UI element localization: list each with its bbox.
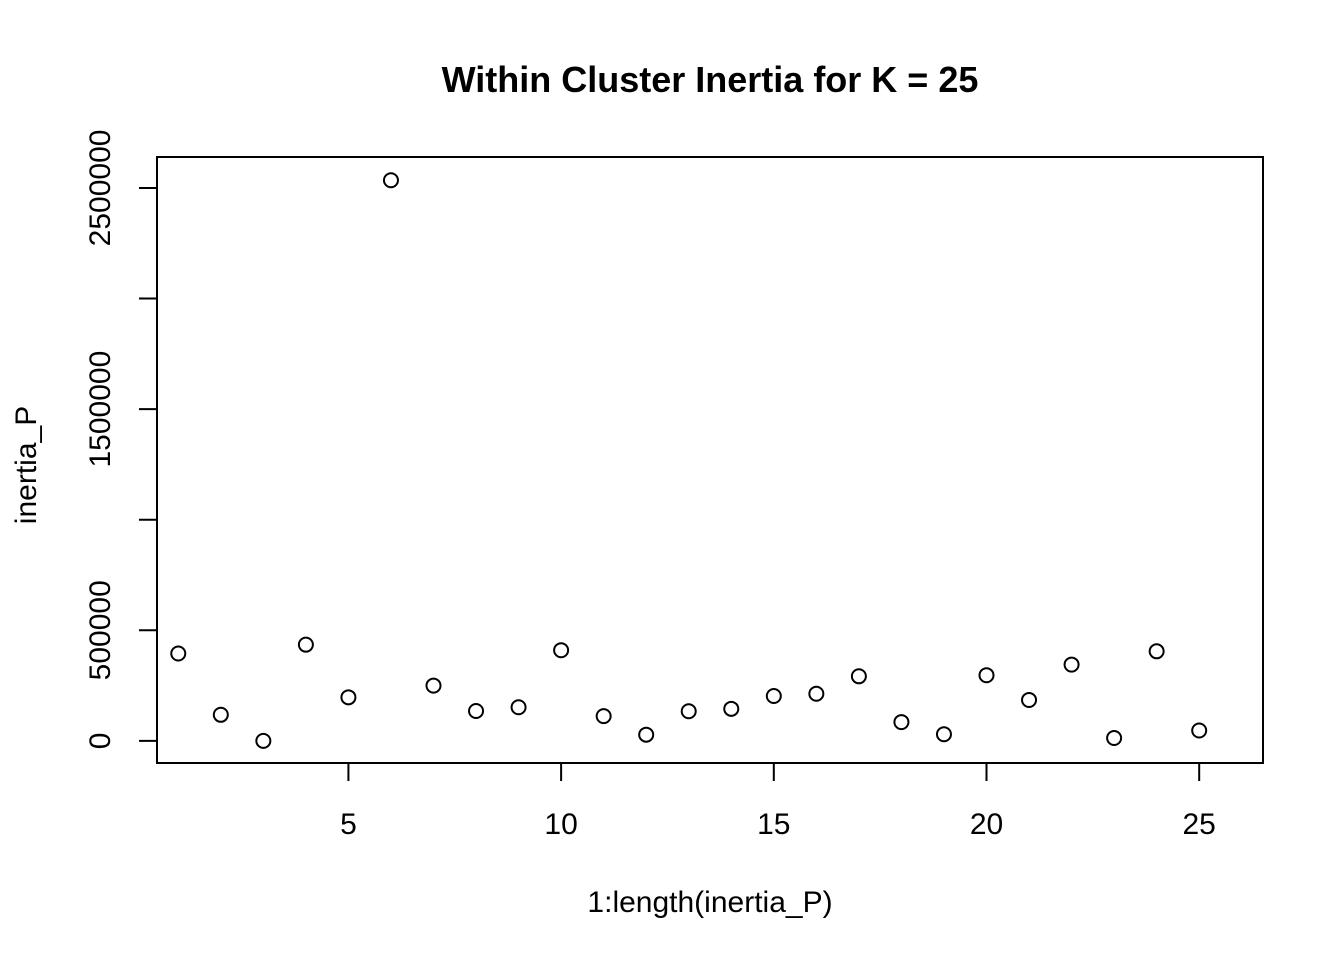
x-tick-label: 25 bbox=[1183, 808, 1216, 841]
x-tick-label: 15 bbox=[757, 808, 790, 841]
x-axis: 5 10 15 20 25 bbox=[340, 762, 1216, 841]
data-point bbox=[765, 687, 782, 704]
data-point bbox=[893, 714, 910, 731]
x-axis-label: 1:length(inertia_P) bbox=[587, 886, 832, 919]
data-point bbox=[1191, 722, 1208, 739]
data-point bbox=[638, 726, 655, 743]
y-tick-label: 1500000 bbox=[84, 351, 117, 468]
y-tick-label: 0 bbox=[84, 733, 117, 750]
y-tick-label: 2500000 bbox=[84, 130, 117, 247]
data-point bbox=[1148, 643, 1165, 660]
data-point bbox=[595, 708, 612, 725]
data-point bbox=[468, 703, 485, 720]
plot-area-frame bbox=[156, 156, 1264, 764]
data-point bbox=[978, 667, 995, 684]
data-point bbox=[212, 706, 229, 723]
data-point bbox=[382, 172, 399, 189]
y-tick-label: 500000 bbox=[84, 580, 117, 680]
data-point bbox=[1063, 656, 1080, 673]
y-axis: 0 500000 1500000 2500000 bbox=[84, 130, 158, 750]
data-point bbox=[297, 636, 314, 653]
data-point bbox=[340, 689, 357, 706]
data-point bbox=[553, 642, 570, 659]
data-point bbox=[510, 699, 527, 716]
y-axis-label: inertia_P bbox=[10, 406, 43, 524]
data-point bbox=[1106, 730, 1123, 747]
data-points bbox=[170, 172, 1208, 749]
data-point bbox=[723, 700, 740, 717]
data-point bbox=[680, 703, 697, 720]
data-point bbox=[935, 726, 952, 743]
data-point bbox=[808, 685, 825, 702]
data-point bbox=[850, 668, 867, 685]
chart-title: Within Cluster Inertia for K = 25 bbox=[442, 59, 979, 100]
data-point bbox=[170, 645, 187, 662]
x-tick-label: 10 bbox=[544, 808, 577, 841]
data-point bbox=[1021, 691, 1038, 708]
data-point bbox=[255, 732, 272, 749]
data-point bbox=[425, 677, 442, 694]
x-tick-label: 20 bbox=[970, 808, 1003, 841]
x-tick-label: 5 bbox=[340, 808, 357, 841]
